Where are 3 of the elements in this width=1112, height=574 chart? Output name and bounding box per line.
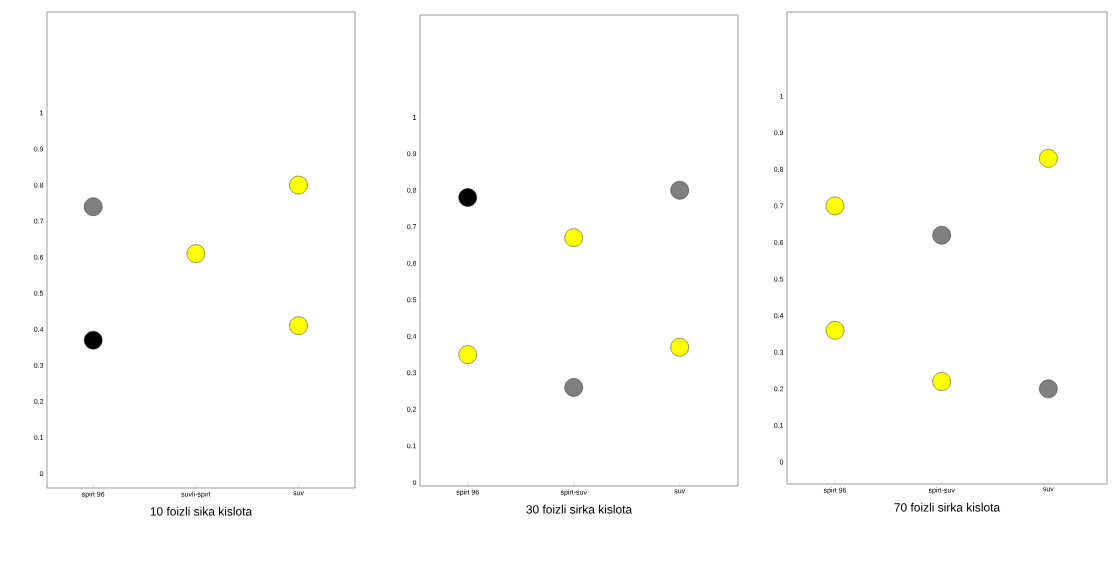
x-axis-title: 70 foizli sirka kislota [894,502,1001,512]
x-axis-title: 10 foizli sika kislota [150,506,253,516]
x-axis-title: 30 foizli sirka kislota [526,504,633,514]
